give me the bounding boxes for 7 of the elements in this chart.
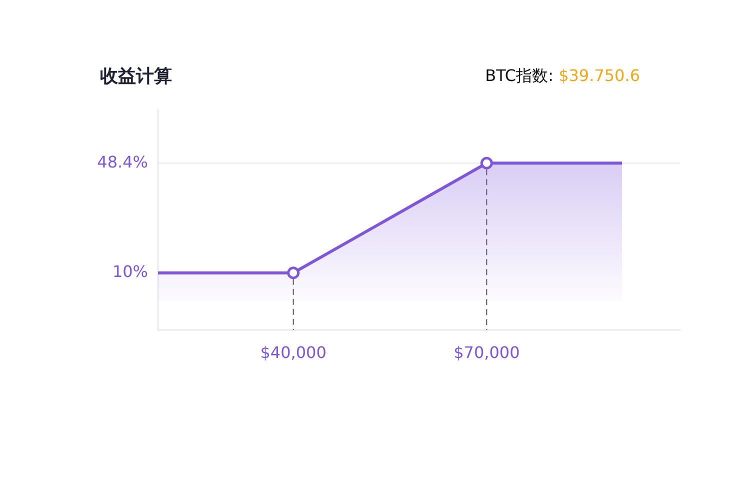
x-tick-label: $40,000 — [260, 342, 326, 362]
y-tick-label: 48.4% — [97, 152, 148, 172]
x-tick-label: $70,000 — [454, 342, 520, 362]
text: BTC指数: — [485, 66, 554, 85]
text: $39.750.6 — [558, 66, 640, 85]
chart-title: 收益计算 — [100, 65, 172, 88]
y-tick-label: 10% — [112, 262, 148, 282]
